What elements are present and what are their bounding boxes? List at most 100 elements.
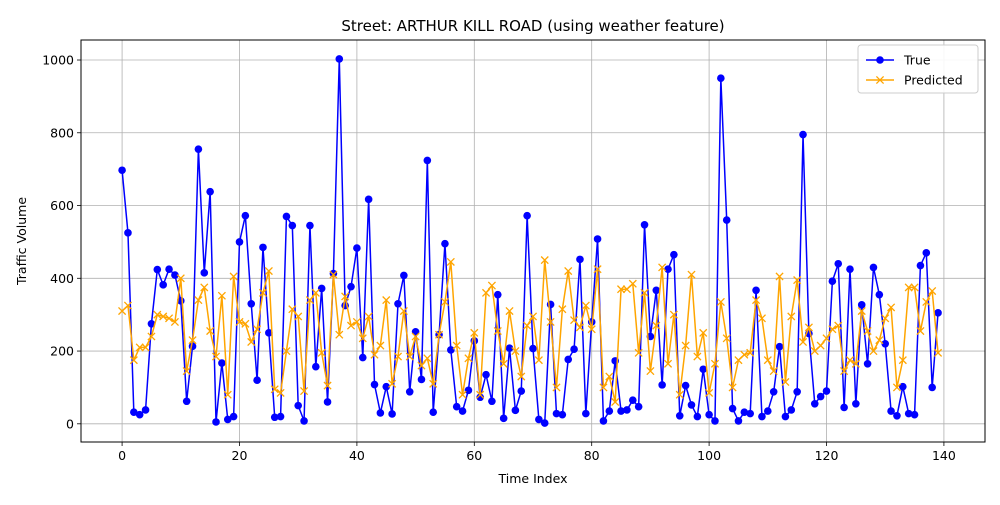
data-point — [305, 296, 314, 305]
data-point — [898, 356, 907, 365]
data-point — [270, 385, 279, 394]
series-layer — [118, 55, 943, 427]
data-point — [429, 379, 438, 388]
data-point — [153, 310, 162, 319]
data-point — [904, 283, 913, 292]
data-point — [423, 156, 432, 165]
data-point — [341, 292, 350, 301]
series-line — [121, 259, 939, 403]
data-point — [640, 288, 649, 297]
data-point — [757, 314, 766, 323]
data-point — [265, 329, 273, 337]
data-point — [781, 377, 790, 387]
data-point — [317, 284, 326, 293]
data-point — [282, 212, 291, 221]
x-tick-label: 80 — [584, 448, 600, 463]
data-point — [552, 409, 561, 418]
data-point — [822, 334, 831, 343]
data-point — [323, 381, 332, 390]
data-point — [869, 263, 878, 272]
data-point — [182, 397, 191, 406]
data-point — [364, 312, 373, 321]
data-point — [922, 249, 931, 257]
data-point — [875, 336, 884, 345]
data-point — [675, 412, 684, 420]
data-point — [887, 407, 895, 415]
data-point — [141, 406, 150, 414]
data-point — [804, 323, 813, 332]
data-point — [382, 296, 391, 305]
data-point — [851, 359, 860, 368]
data-point — [740, 408, 749, 416]
data-point — [834, 321, 843, 330]
data-point — [904, 409, 913, 418]
data-point — [417, 375, 426, 384]
data-point — [893, 412, 901, 420]
data-point — [787, 312, 796, 321]
data-point — [417, 361, 426, 370]
data-point — [194, 145, 203, 153]
data-point — [423, 354, 432, 363]
data-point — [916, 326, 925, 336]
data-point — [159, 312, 168, 321]
y-axis-label: Traffic Volume — [14, 197, 29, 286]
data-point — [481, 288, 491, 297]
data-point — [317, 348, 326, 357]
data-point — [857, 301, 866, 309]
data-point — [440, 297, 450, 306]
data-point — [828, 325, 837, 334]
data-point — [711, 417, 719, 425]
data-point — [130, 408, 138, 416]
data-point — [875, 290, 884, 299]
data-point — [388, 410, 396, 418]
data-point — [346, 321, 356, 330]
data-point — [247, 299, 256, 308]
y-tick-label: 0 — [66, 416, 74, 431]
y-tick-label: 800 — [50, 125, 74, 140]
data-point — [358, 353, 367, 362]
data-point — [312, 362, 320, 371]
data-point — [217, 291, 226, 300]
data-point — [658, 381, 666, 389]
data-point — [582, 409, 590, 418]
data-point — [910, 283, 919, 292]
data-point — [699, 365, 708, 374]
data-point — [276, 388, 285, 397]
data-point — [534, 356, 543, 365]
data-point — [933, 348, 943, 357]
data-point — [300, 387, 309, 396]
data-point — [887, 303, 896, 312]
data-point — [693, 352, 702, 361]
series-line — [121, 58, 939, 424]
data-point — [746, 348, 755, 357]
data-point — [311, 288, 320, 297]
data-point — [229, 412, 238, 421]
data-point — [447, 346, 455, 354]
x-tick-label: 40 — [349, 448, 365, 463]
data-point — [640, 221, 649, 229]
data-point — [611, 397, 620, 407]
data-point — [664, 265, 672, 273]
y-tick-label: 1000 — [42, 53, 74, 68]
data-point — [564, 355, 573, 364]
data-point — [435, 330, 444, 339]
legend-marker — [875, 75, 885, 85]
data-point — [329, 269, 338, 278]
x-tick-label: 140 — [932, 448, 956, 463]
data-point — [828, 277, 837, 286]
data-point — [599, 383, 608, 392]
data-point — [840, 366, 849, 376]
data-point — [570, 345, 578, 354]
data-point — [294, 401, 302, 410]
data-point — [352, 317, 361, 327]
data-point — [540, 419, 549, 427]
data-point — [400, 271, 408, 280]
data-point — [376, 409, 385, 417]
data-point — [147, 332, 156, 341]
data-point — [605, 407, 614, 415]
data-point — [523, 321, 532, 330]
data-point — [405, 352, 414, 361]
data-point — [722, 216, 731, 224]
data-point — [599, 417, 608, 425]
data-point — [147, 319, 156, 328]
